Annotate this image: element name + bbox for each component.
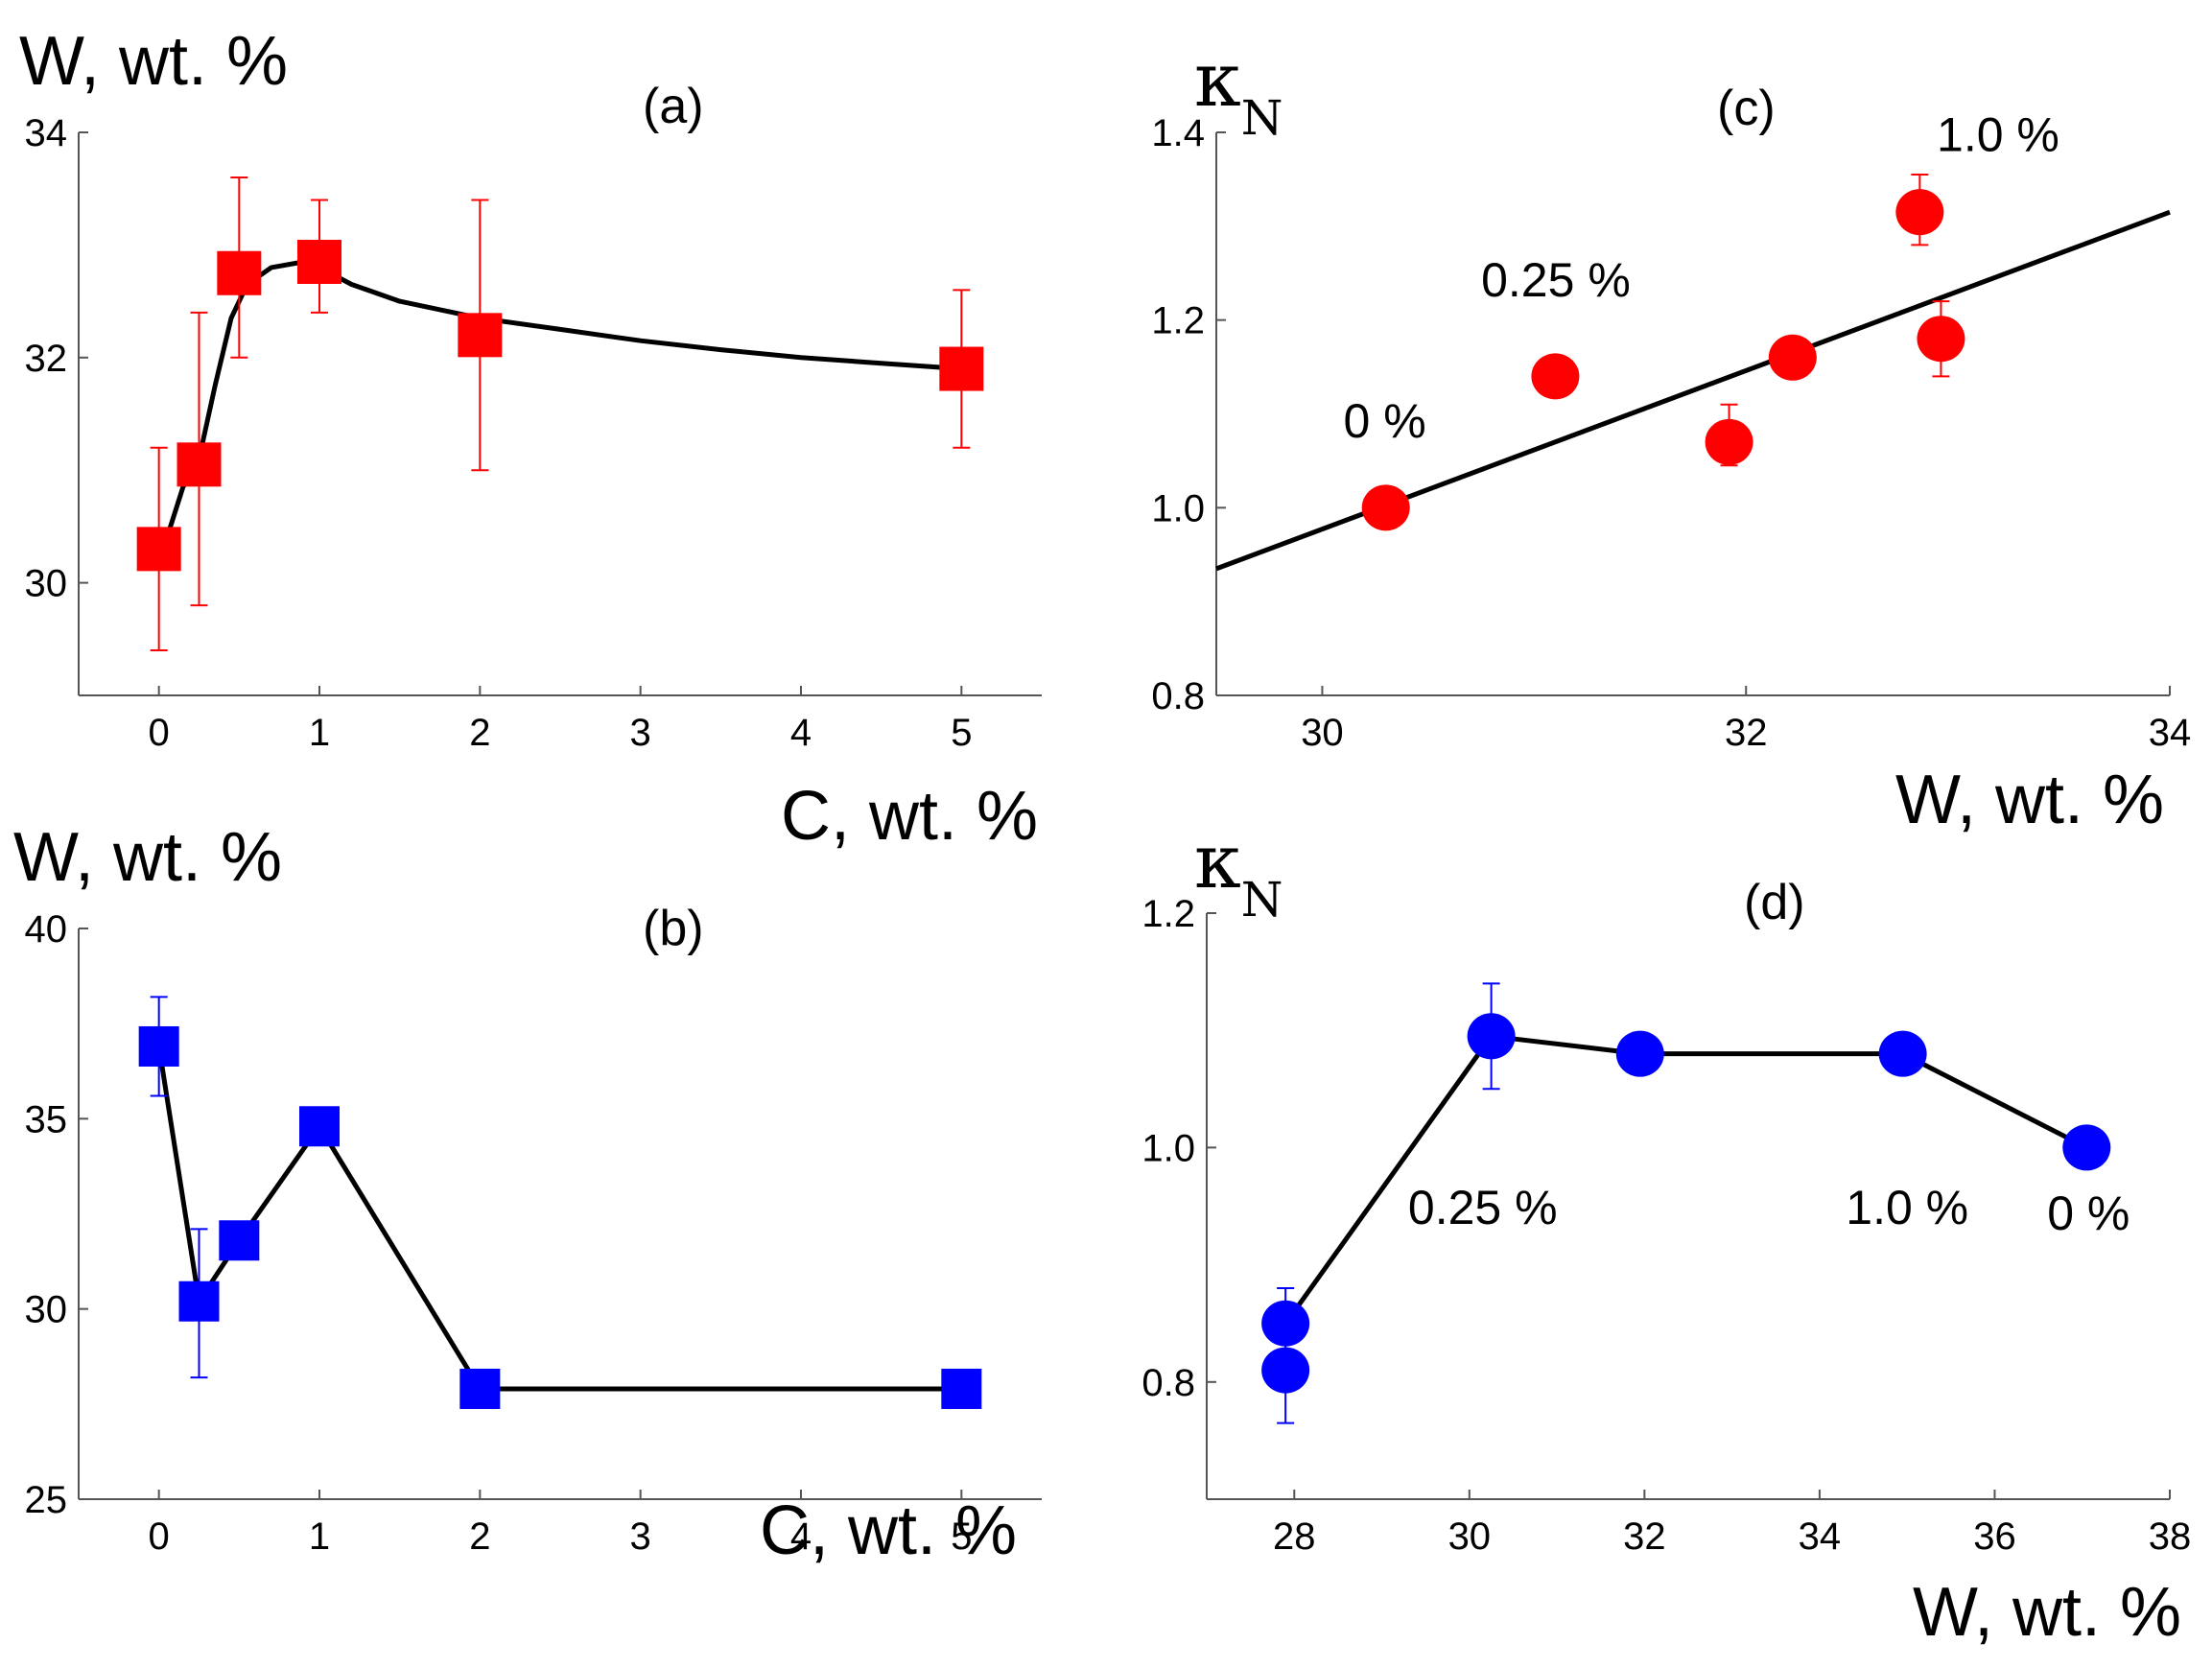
x-tick-label: 28 — [1273, 1515, 1316, 1558]
data-point — [136, 527, 181, 572]
annotation-label: 0.25 % — [1481, 253, 1631, 307]
y-axis-title-symbol: κ — [1194, 819, 1241, 905]
data-point — [1615, 1030, 1664, 1077]
data-point — [1361, 484, 1410, 531]
panel-b: 0 1 2 3 4 5 25 30 35 40 (b) C, wt. % W, wt. % — [13, 819, 1042, 1569]
x-tick-label: 34 — [1799, 1515, 1842, 1558]
x-tick-label: 4 — [790, 1515, 812, 1558]
y-tick-label: 30 — [25, 563, 68, 605]
data-point — [1917, 316, 1965, 363]
data-point — [217, 250, 262, 295]
y-axis-title: κN — [1194, 819, 1283, 928]
x-tick-label: 1 — [309, 712, 330, 754]
x-tick-label: 38 — [2149, 1515, 2192, 1558]
y-axis-title-subscript: N — [1241, 872, 1283, 928]
y-tick-label: 1.0 — [1151, 487, 1205, 529]
y-tick-label: 35 — [25, 1098, 68, 1140]
annotation-label: 1.0 % — [1846, 1181, 1968, 1234]
x-tick-label: 30 — [1448, 1515, 1492, 1558]
y-tick-label: 1.2 — [1141, 893, 1195, 935]
y-tick-label: 1.4 — [1151, 112, 1205, 154]
annotation-label: 0.25 % — [1408, 1181, 1558, 1234]
data-point — [1261, 1347, 1310, 1394]
series-line — [1215, 209, 2171, 572]
y-tick-label: 25 — [25, 1479, 68, 1521]
x-tick-label: 34 — [2149, 712, 2192, 754]
y-axis-title: κN — [1194, 37, 1283, 146]
panel-d: 28 30 32 34 36 38 0.8 1.0 1.2 0.25 % 1.0 % 0 % (d) W,… — [1141, 819, 2191, 1651]
x-tick-label: 3 — [630, 712, 651, 754]
x-tick-label: 0 — [149, 1515, 170, 1558]
y-tick-label: 0.8 — [1141, 1362, 1195, 1404]
x-axis-title: C, wt. % — [781, 778, 1038, 855]
series-line — [1287, 1033, 2088, 1320]
data-point — [1768, 334, 1817, 381]
data-point — [1705, 418, 1753, 465]
panel-label: (d) — [1744, 875, 1805, 930]
data-point — [1261, 1300, 1310, 1347]
x-axis-title: W, wt. % — [1895, 762, 2164, 838]
y-tick-label: 32 — [25, 338, 68, 380]
data-point — [299, 1106, 340, 1147]
data-point — [939, 346, 984, 391]
x-tick-label: 36 — [1973, 1515, 2016, 1558]
data-point — [219, 1220, 260, 1261]
y-tick-label: 34 — [25, 112, 68, 154]
annotation-label: 1.0 % — [1937, 108, 2059, 162]
data-point — [2062, 1124, 2111, 1171]
panel-label: (a) — [643, 79, 704, 134]
y-tick-label: 40 — [25, 908, 68, 951]
annotation-label: 0 % — [1344, 394, 1426, 448]
y-axis-title: W, wt. % — [19, 23, 288, 100]
data-point — [1895, 189, 1944, 236]
data-point — [458, 313, 503, 358]
data-point — [178, 1280, 220, 1322]
data-point — [1878, 1030, 1927, 1077]
x-tick-label: 2 — [469, 712, 490, 754]
data-point — [297, 240, 341, 285]
data-point — [459, 1368, 501, 1409]
x-tick-label: 5 — [951, 712, 972, 754]
x-tick-label: 3 — [630, 1515, 651, 1558]
data-point — [1531, 353, 1580, 400]
data-point — [941, 1368, 982, 1409]
x-tick-label: 30 — [1301, 712, 1344, 754]
x-tick-label: 4 — [790, 712, 812, 754]
x-tick-label: 1 — [309, 1515, 330, 1558]
panel-label: (b) — [643, 901, 704, 956]
series-line — [156, 1045, 962, 1392]
y-axis-title-symbol: κ — [1194, 37, 1241, 124]
annotation-label: 0 % — [2047, 1186, 2130, 1240]
data-point — [1467, 1013, 1516, 1060]
panel-c: 30 32 34 0.8 1.0 1.2 1.4 0 % 0.25 % 1.0 % (c) W, wt… — [1151, 37, 2191, 838]
x-tick-label: 5 — [951, 1515, 972, 1558]
data-point — [176, 442, 222, 487]
series-line — [164, 259, 962, 539]
y-tick-label: 1.2 — [1151, 300, 1205, 342]
y-tick-label: 1.0 — [1141, 1127, 1195, 1169]
y-tick-label: 0.8 — [1151, 675, 1205, 717]
y-axis-title: W, wt. % — [13, 819, 282, 896]
x-tick-label: 32 — [1725, 712, 1768, 754]
y-axis-title-subscript: N — [1241, 90, 1283, 146]
x-axis-title: W, wt. % — [1913, 1574, 2181, 1651]
x-tick-label: 32 — [1623, 1515, 1666, 1558]
x-tick-label: 0 — [149, 712, 170, 754]
x-tick-label: 2 — [469, 1515, 490, 1558]
panel-label: (c) — [1717, 81, 1776, 136]
x-axis-title: C, wt. % — [760, 1492, 1017, 1569]
data-point — [138, 1025, 179, 1067]
y-tick-label: 30 — [25, 1289, 68, 1331]
